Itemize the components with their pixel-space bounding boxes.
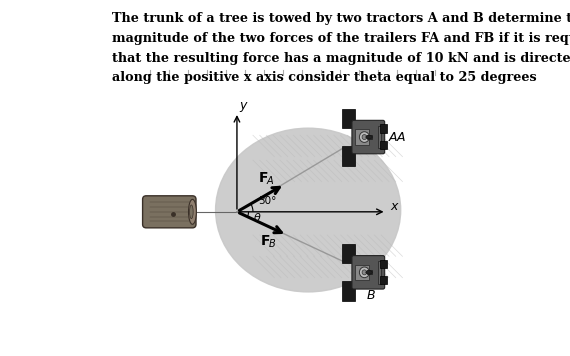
Bar xyxy=(355,129,369,145)
Bar xyxy=(367,135,372,139)
Bar xyxy=(380,276,387,284)
Text: A: A xyxy=(397,131,406,143)
FancyBboxPatch shape xyxy=(352,120,385,154)
Text: y: y xyxy=(240,99,247,112)
Ellipse shape xyxy=(190,205,193,219)
Ellipse shape xyxy=(215,128,401,292)
Bar xyxy=(380,141,387,149)
FancyBboxPatch shape xyxy=(352,256,385,289)
Text: $\mathbf{F}_{\!A}$: $\mathbf{F}_{\!A}$ xyxy=(258,171,274,187)
Text: $\theta$: $\theta$ xyxy=(253,211,262,223)
Text: $\mathbf{F}_{\!B}$: $\mathbf{F}_{\!B}$ xyxy=(260,234,276,250)
Ellipse shape xyxy=(360,267,369,278)
Bar xyxy=(380,124,387,133)
Bar xyxy=(342,146,356,166)
Bar xyxy=(377,261,381,284)
Bar xyxy=(342,109,356,128)
Bar xyxy=(342,281,356,301)
Text: A: A xyxy=(388,131,397,143)
Bar xyxy=(355,265,369,280)
Text: magnitude of the two forces of the trailers FA and FB if it is required: magnitude of the two forces of the trail… xyxy=(112,32,570,45)
Ellipse shape xyxy=(360,132,369,142)
Bar xyxy=(380,260,387,268)
Text: B: B xyxy=(367,289,376,302)
Text: x: x xyxy=(390,200,397,213)
Ellipse shape xyxy=(366,135,372,139)
Bar xyxy=(367,270,372,274)
Bar xyxy=(377,126,381,148)
Text: that the resulting force has a magnitude of 10 kN and is directed: that the resulting force has a magnitude… xyxy=(112,52,570,65)
Text: 30°: 30° xyxy=(258,196,276,206)
Text: along the positive x axis consider theta equal to 25 degrees: along the positive x axis consider theta… xyxy=(112,71,537,84)
Text: The trunk of a tree is towed by two tractors A and B determine the: The trunk of a tree is towed by two trac… xyxy=(112,12,570,26)
Bar xyxy=(342,244,356,263)
Ellipse shape xyxy=(362,135,367,140)
Ellipse shape xyxy=(189,199,196,224)
FancyBboxPatch shape xyxy=(142,196,196,228)
Ellipse shape xyxy=(366,271,372,274)
Ellipse shape xyxy=(362,270,367,275)
